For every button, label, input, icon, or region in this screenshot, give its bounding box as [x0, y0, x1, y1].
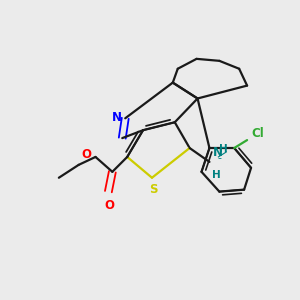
Text: N: N — [112, 111, 122, 124]
Text: H: H — [212, 170, 221, 180]
Text: O: O — [104, 199, 114, 212]
Text: Cl: Cl — [251, 127, 264, 140]
Text: -: - — [218, 153, 221, 163]
Text: H: H — [219, 144, 228, 154]
Text: O: O — [82, 148, 92, 161]
Text: S: S — [149, 183, 157, 196]
Text: N: N — [212, 146, 222, 159]
